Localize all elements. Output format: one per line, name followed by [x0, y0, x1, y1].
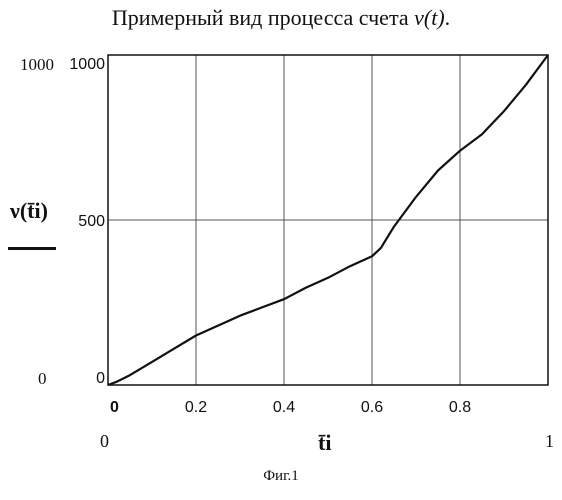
series-line — [107, 54, 549, 387]
y-tick-label: 1000 — [69, 56, 105, 73]
chart-title-symbol: ν(t) — [414, 5, 445, 30]
chart-title-text: Примерный вид процесса счета — [111, 5, 415, 30]
y-axis-label-underline — [8, 247, 56, 250]
y-range-max-label: 1000 — [20, 55, 54, 74]
x-tick-label: 0.2 — [185, 399, 207, 416]
x-range-min-label: 0 — [100, 431, 109, 451]
x-tick-label: 0.8 — [449, 399, 471, 416]
chart-title: Примерный вид процесса счета ν(t). — [0, 4, 562, 32]
plot-frame — [107, 54, 549, 386]
x-tick-label: 0.6 — [361, 399, 383, 416]
x-range-max-label: 1 — [545, 431, 554, 451]
y-tick-label: 0 — [96, 370, 105, 387]
chart-title-suffix: . — [444, 5, 451, 30]
y-axis-label: ν(t̄i) — [10, 198, 48, 223]
y-tick-label: 500 — [78, 213, 105, 230]
x-axis-label: t̄i — [318, 430, 332, 455]
x-tick-label: 0 — [110, 399, 119, 416]
x-tick-label: 0.4 — [273, 399, 295, 416]
figure-caption: Фиг.1 — [263, 468, 299, 484]
y-range-min-label: 0 — [38, 369, 47, 388]
